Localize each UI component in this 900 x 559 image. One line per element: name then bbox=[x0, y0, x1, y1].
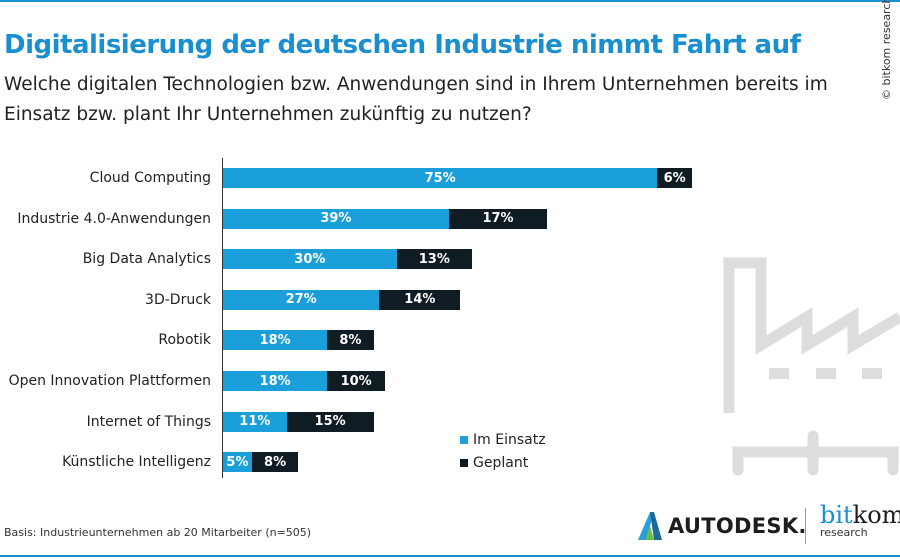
category-label: Internet of Things bbox=[86, 413, 211, 430]
bitkom-kom: kom bbox=[852, 501, 900, 529]
factory-icon bbox=[723, 257, 900, 476]
data-label: 15% bbox=[314, 414, 346, 430]
legend-label: Geplant bbox=[473, 455, 529, 471]
category-label: Cloud Computing bbox=[89, 170, 211, 186]
bar-geplant: 8% bbox=[251, 452, 299, 473]
bar-geplant: 15% bbox=[286, 411, 374, 432]
data-label: 39% bbox=[320, 211, 352, 227]
data-label: 8% bbox=[339, 332, 362, 348]
data-label: 14% bbox=[404, 292, 436, 308]
legend-im-einsatz: Im Einsatz bbox=[460, 432, 546, 448]
data-label: 10% bbox=[340, 373, 372, 389]
bar-im-einsatz: 18% bbox=[223, 371, 328, 391]
autodesk-logo: AUTODESK. bbox=[638, 512, 807, 540]
bar-geplant: 10% bbox=[327, 371, 386, 391]
logo-divider bbox=[805, 508, 806, 544]
data-label: 5% bbox=[226, 454, 249, 470]
data-label: 8% bbox=[264, 454, 287, 470]
legend-swatch bbox=[460, 459, 468, 467]
autodesk-icon bbox=[638, 512, 662, 540]
copyright: © bitkom research bbox=[880, 0, 893, 100]
data-label: 13% bbox=[418, 251, 450, 267]
data-label: 30% bbox=[294, 251, 326, 267]
category-label: Big Data Analytics bbox=[82, 251, 211, 268]
bar-geplant: 8% bbox=[327, 330, 374, 351]
category-label: Open Innovation Plattformen bbox=[8, 373, 211, 389]
bitkom-bit: bit bbox=[820, 501, 853, 529]
chart-subtitle: Welche digitalen Technologien bzw. Anwen… bbox=[4, 74, 828, 125]
bar-geplant: 13% bbox=[396, 249, 472, 270]
bar-im-einsatz: 39% bbox=[223, 208, 449, 229]
bar-geplant: 14% bbox=[379, 289, 461, 310]
legend-label: Im Einsatz bbox=[473, 432, 546, 448]
data-label: 18% bbox=[259, 332, 291, 348]
data-label: 11% bbox=[239, 414, 271, 430]
top-border bbox=[0, 0, 900, 2]
bitkom-research: research bbox=[820, 526, 868, 539]
data-label: 17% bbox=[482, 211, 514, 227]
data-label: 6% bbox=[663, 170, 686, 186]
bar-im-einsatz: 27% bbox=[223, 289, 380, 310]
category-label: 3D-Druck bbox=[145, 291, 211, 308]
data-label: 27% bbox=[285, 292, 317, 308]
chart-title: Digitalisierung der deutschen Industrie … bbox=[4, 30, 801, 60]
bitkom-logo: bitkom research bbox=[820, 503, 900, 538]
bottom-border bbox=[0, 555, 900, 557]
bar-im-einsatz: 75% bbox=[223, 168, 658, 188]
category-label: Industrie 4.0-Anwendungen bbox=[17, 210, 211, 227]
bar-im-einsatz: 18% bbox=[223, 330, 328, 351]
y-axis bbox=[222, 158, 223, 478]
bar-im-einsatz: 5% bbox=[223, 452, 252, 473]
bar-im-einsatz: 11% bbox=[223, 411, 287, 432]
bar-geplant: 17% bbox=[448, 208, 548, 229]
legend-geplant: Geplant bbox=[460, 455, 528, 471]
bar-geplant: 6% bbox=[657, 168, 692, 188]
category-label: Robotik bbox=[158, 332, 211, 349]
bar-im-einsatz: 30% bbox=[223, 249, 397, 270]
legend-swatch bbox=[460, 436, 468, 444]
data-label: 75% bbox=[424, 170, 456, 186]
basis-note: Basis: Industrieunternehmen ab 20 Mitarb… bbox=[4, 526, 312, 539]
autodesk-wordmark: AUTODESK. bbox=[668, 514, 807, 538]
data-label: 18% bbox=[259, 373, 291, 389]
category-label: Künstliche Intelligenz bbox=[62, 454, 211, 471]
